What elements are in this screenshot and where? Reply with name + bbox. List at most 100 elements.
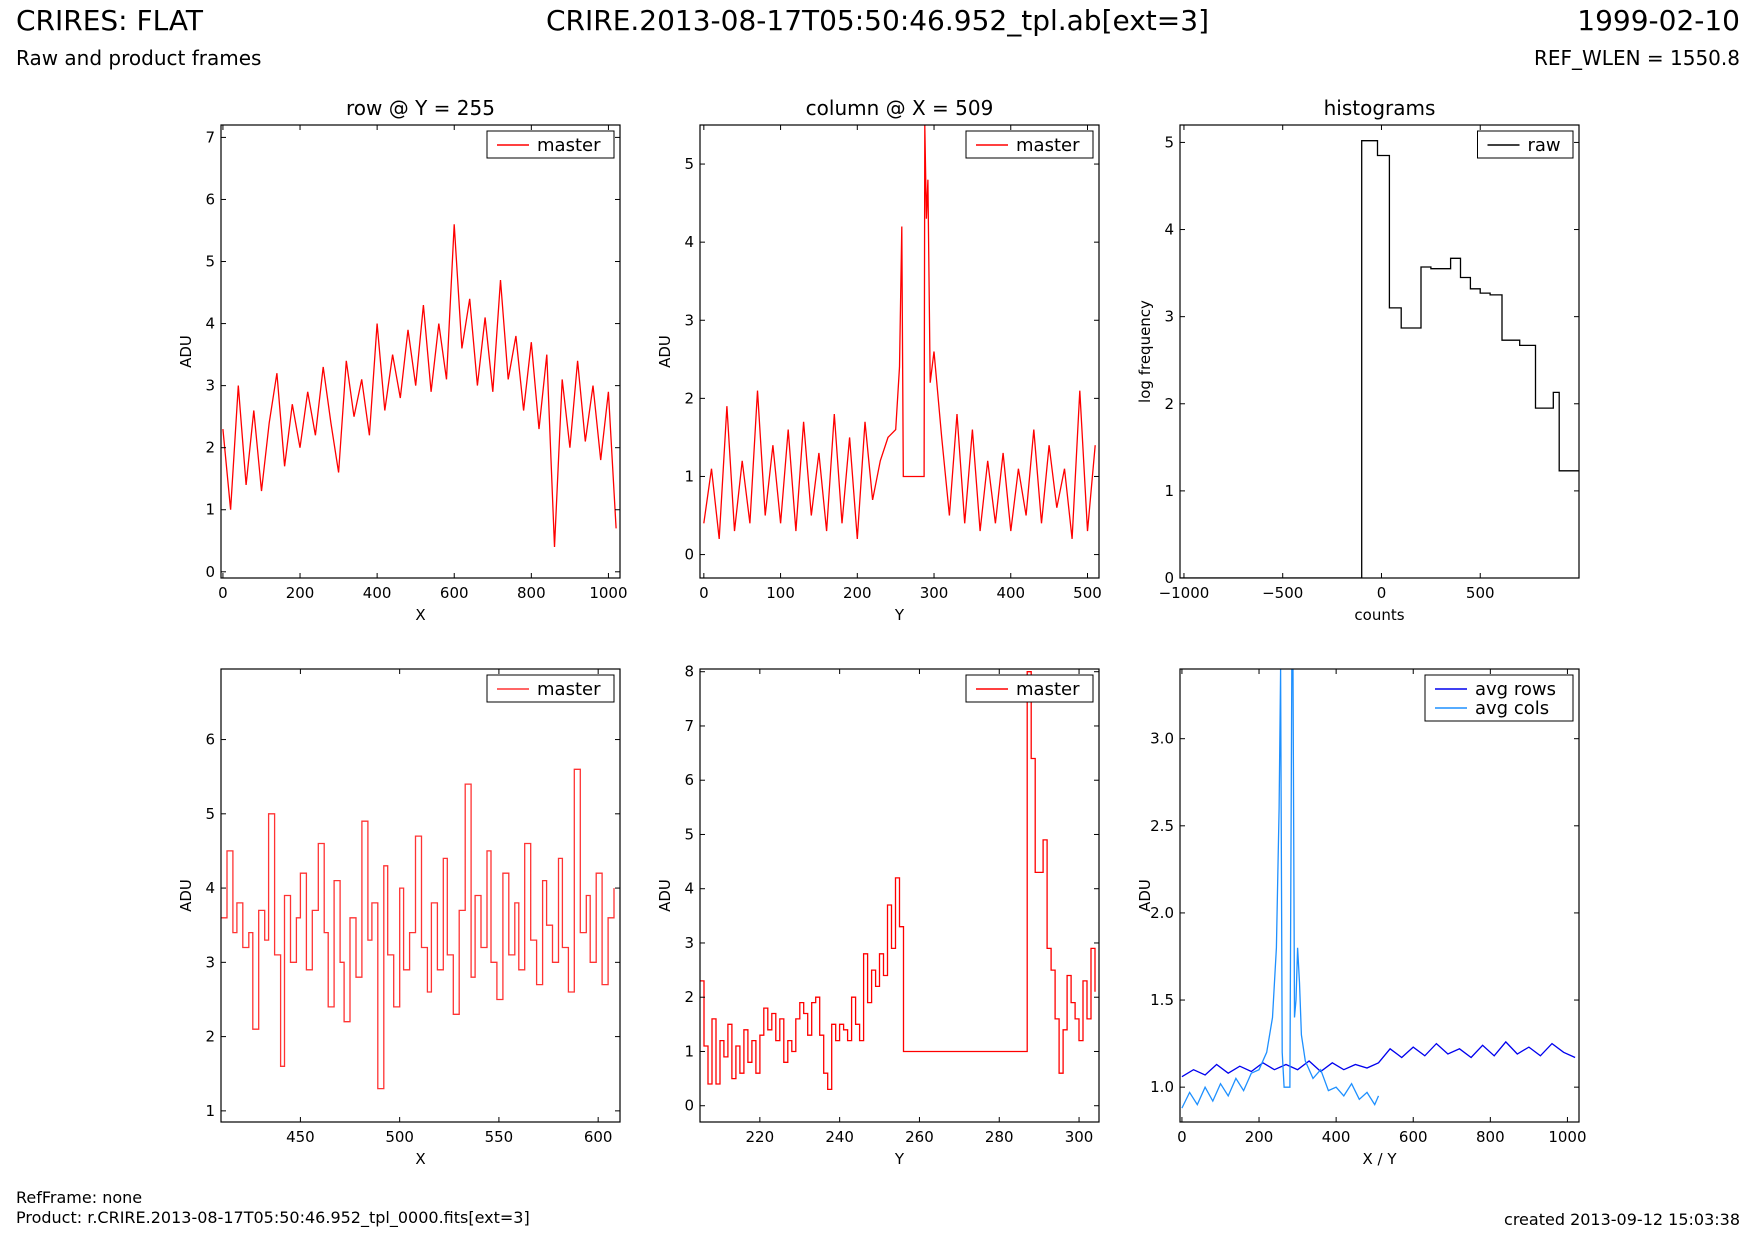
file-name: CRIRE.2013-08-17T05:50:46.952_tpl.ab[ext… [545, 4, 1209, 37]
y-tick-label: 2.0 [1150, 904, 1174, 922]
x-axis-label: X / Y [1362, 1150, 1397, 1168]
x-tick-label: 400 [996, 584, 1025, 602]
legend-box [1424, 674, 1574, 722]
plot-area [700, 671, 1096, 1091]
y-tick-label: 3 [684, 311, 694, 329]
plot-area [703, 125, 1096, 539]
legend-label: avg rows [1475, 679, 1556, 700]
x-tick-label: 280 [985, 1128, 1014, 1146]
legend-label: avg cols [1475, 698, 1549, 719]
series-line-master [700, 671, 1096, 1091]
x-axis-label: counts [1354, 606, 1404, 624]
x-tick-label: 500 [385, 1128, 414, 1146]
x-tick-label: −500 [1262, 584, 1303, 602]
axes-frame [1179, 668, 1580, 1123]
y-tick-label: 5 [205, 253, 215, 271]
y-tick-label: 2 [1164, 395, 1174, 413]
axes-frame [1179, 124, 1580, 579]
series-line-avg-rows [1181, 1040, 1576, 1078]
y-tick-label: 5 [1164, 133, 1174, 151]
chart-title: row @ Y = 255 [346, 96, 495, 120]
x-tick-label: 600 [1399, 1128, 1428, 1146]
x-tick-label: 200 [286, 584, 315, 602]
y-tick-label: 6 [684, 771, 694, 789]
y-tick-label: 3 [205, 377, 215, 395]
y-tick-label: 4 [684, 880, 694, 898]
y-tick-label: 0 [1164, 569, 1174, 587]
y-tick-label: 1.0 [1150, 1078, 1174, 1096]
x-tick-label: 240 [825, 1128, 854, 1146]
y-axis-label: ADU [656, 879, 674, 912]
y-tick-label: 2 [684, 389, 694, 407]
refframe-label: RefFrame: none [16, 1188, 143, 1207]
y-tick-label: 3 [1164, 308, 1174, 326]
x-tick-label: 220 [746, 1128, 775, 1146]
y-tick-label: 5 [684, 155, 694, 173]
y-tick-label: 5 [684, 825, 694, 843]
y-tick-label: 0 [205, 563, 215, 581]
y-tick-label: 1 [684, 1042, 694, 1060]
y-tick-label: 6 [205, 190, 215, 208]
page-title: CRIRES: FLAT [16, 4, 203, 37]
x-tick-label: 200 [843, 584, 872, 602]
axes-frame [220, 668, 621, 1123]
x-tick-label: 600 [584, 1128, 613, 1146]
legend: master [486, 130, 615, 159]
y-tick-label: 8 [684, 663, 694, 681]
x-tick-label: 1000 [589, 584, 627, 602]
legend-label: raw [1528, 135, 1561, 156]
x-tick-label: 1000 [1548, 1128, 1586, 1146]
y-axis-label: ADU [1136, 879, 1154, 912]
axes-frame [699, 668, 1100, 1123]
legend-label: master [1016, 679, 1080, 700]
created-label: created 2013-09-12 15:03:38 [1504, 1210, 1740, 1229]
x-tick-label: 100 [766, 584, 795, 602]
plot-area [1181, 669, 1576, 1109]
plot-area [221, 768, 615, 1090]
x-tick-label: 0 [699, 584, 709, 602]
x-tick-label: 300 [1065, 1128, 1094, 1146]
y-tick-label: 2 [205, 1028, 215, 1046]
x-tick-label: 0 [1377, 584, 1387, 602]
x-axis-label: Y [894, 606, 905, 624]
y-axis-label: ADU [177, 335, 195, 368]
y-tick-label: 1 [205, 1102, 215, 1120]
y-tick-label: 1.5 [1150, 991, 1174, 1009]
x-axis-label: X [415, 606, 425, 624]
ref-wlen-label: REF_WLEN = 1550.8 [1533, 46, 1740, 70]
y-tick-label: 4 [205, 879, 215, 897]
plot-area [222, 224, 617, 548]
chart-2: 0 100 200 300 400 500 0 1 2 3 4 5 column @ X = 509 Y A… [656, 96, 1102, 624]
x-axis-label: X [415, 1150, 425, 1168]
y-tick-label: 0 [684, 1097, 694, 1115]
y-tick-label: 4 [205, 315, 215, 333]
plot-area [1180, 140, 1579, 578]
x-tick-label: 300 [920, 584, 949, 602]
y-tick-label: 3 [205, 953, 215, 971]
axes-frame [220, 124, 621, 579]
legend: master [965, 130, 1094, 159]
x-tick-label: 500 [1073, 584, 1102, 602]
y-axis-label: ADU [177, 879, 195, 912]
date-label: 1999-02-10 [1577, 4, 1740, 37]
y-tick-label: 3.0 [1150, 730, 1174, 748]
x-axis-label: Y [894, 1150, 905, 1168]
y-tick-label: 2.5 [1150, 817, 1174, 835]
chart-6: 0 200 400 600 800 1000 1.0 1.5 2.0 2.5 3.0 X / Y ADU… [1136, 668, 1587, 1168]
y-axis-label: log frequency [1136, 300, 1154, 403]
series-line-raw [1180, 140, 1579, 578]
x-tick-label: 400 [363, 584, 392, 602]
y-tick-label: 3 [684, 934, 694, 952]
legend: master [965, 674, 1094, 703]
chart-title: column @ X = 509 [806, 96, 994, 120]
product-label: Product: r.CRIRE.2013-08-17T05:50:46.952… [16, 1208, 530, 1227]
y-tick-label: 4 [684, 233, 694, 251]
y-tick-label: 1 [205, 501, 215, 519]
x-tick-label: 600 [440, 584, 469, 602]
x-tick-label: 0 [1177, 1128, 1187, 1146]
x-tick-label: 800 [517, 584, 546, 602]
page-subtitle: Raw and product frames [16, 46, 262, 70]
x-tick-label: 450 [286, 1128, 315, 1146]
